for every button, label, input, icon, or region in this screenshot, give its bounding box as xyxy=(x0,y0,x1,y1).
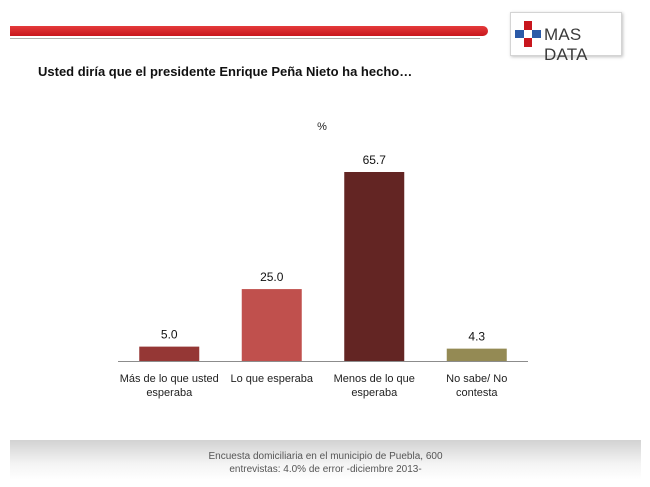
logo-text: MAS DATA xyxy=(544,25,588,64)
footer-note: Encuesta domiciliaria en el municipio de… xyxy=(10,450,641,476)
category-label-4: No sabe/ No contesta xyxy=(446,373,507,399)
cross-logo-icon xyxy=(515,21,541,47)
data-label-2: 25.0 xyxy=(260,270,284,284)
bar-1 xyxy=(139,346,200,361)
bar-4 xyxy=(446,348,507,361)
bar-3 xyxy=(344,172,405,361)
mas-data-logo: MAS DATA xyxy=(510,12,622,64)
footer-line-1: Encuesta domiciliaria en el municipio de… xyxy=(208,451,443,462)
footer-line-2: entrevistas: 4.0% de error -diciembre 20… xyxy=(229,464,422,475)
category-label-3: Menos de lo que esperaba xyxy=(334,373,415,399)
bar-2 xyxy=(241,289,302,361)
data-label-3: 65.7 xyxy=(363,153,387,167)
data-label-1: 5.0 xyxy=(161,328,178,342)
category-label-1: Más de lo que usted esperaba xyxy=(120,373,219,399)
category-label-2: Lo que esperaba xyxy=(230,373,313,385)
data-label-4: 4.3 xyxy=(468,330,485,344)
header-red-bar xyxy=(10,26,488,36)
bar-chart: % 5.0 Más de lo que usted esperaba 25.0 Lo qu… xyxy=(118,121,528,399)
chart-question: Usted diría que el presidente Enrique Pe… xyxy=(38,64,413,79)
footer-band: Encuesta domiciliaria en el municipio de… xyxy=(10,440,641,480)
header-rule xyxy=(10,38,480,39)
unit-label: % xyxy=(317,121,327,133)
